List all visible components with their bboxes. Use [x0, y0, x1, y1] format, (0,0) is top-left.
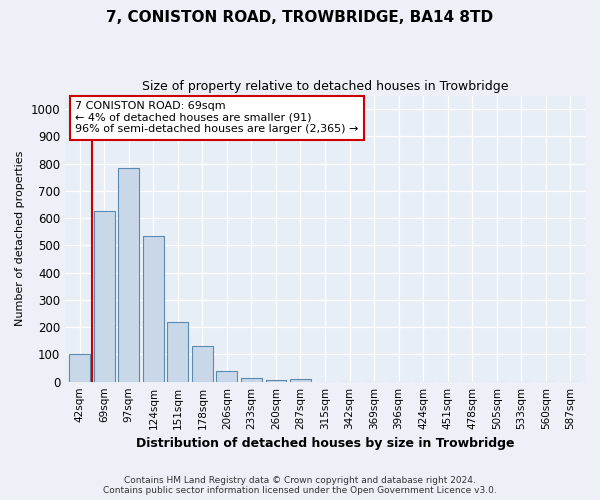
Text: 7, CONISTON ROAD, TROWBRIDGE, BA14 8TD: 7, CONISTON ROAD, TROWBRIDGE, BA14 8TD	[106, 10, 494, 25]
Text: Contains HM Land Registry data © Crown copyright and database right 2024.
Contai: Contains HM Land Registry data © Crown c…	[103, 476, 497, 495]
Bar	[217, 371, 238, 382]
Bar	[143, 236, 164, 382]
Bar	[167, 322, 188, 382]
Bar	[94, 212, 115, 382]
Bar	[290, 379, 311, 382]
Bar	[118, 168, 139, 382]
Text: 7 CONISTON ROAD: 69sqm
← 4% of detached houses are smaller (91)
96% of semi-deta: 7 CONISTON ROAD: 69sqm ← 4% of detached …	[76, 102, 359, 134]
Bar	[70, 354, 90, 382]
Bar	[266, 380, 286, 382]
Bar	[192, 346, 213, 382]
Y-axis label: Number of detached properties: Number of detached properties	[15, 151, 25, 326]
Bar	[241, 378, 262, 382]
Title: Size of property relative to detached houses in Trowbridge: Size of property relative to detached ho…	[142, 80, 508, 93]
X-axis label: Distribution of detached houses by size in Trowbridge: Distribution of detached houses by size …	[136, 437, 514, 450]
